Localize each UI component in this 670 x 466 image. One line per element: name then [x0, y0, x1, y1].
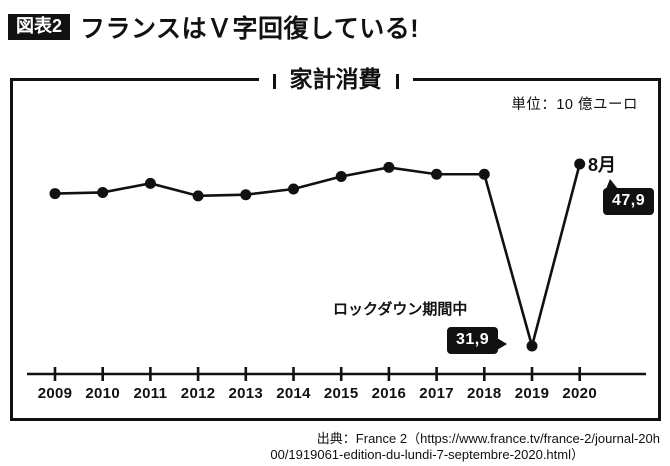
lockdown-annotation-label: ロックダウン期間中: [333, 301, 468, 318]
line-chart: [27, 158, 646, 381]
x-tick-label: 2017: [419, 385, 454, 402]
data-point: [335, 171, 347, 183]
x-tick-label: 2012: [180, 385, 216, 402]
x-tick-label: 2020: [562, 385, 597, 402]
data-point: [383, 161, 395, 173]
chart-frame: 家計消費 単位：10 億ユーロ ロックダウン期間中 31,9 8月 47,9 2…: [10, 64, 661, 421]
august-value: 47,9: [612, 192, 646, 209]
title-left-cap: [272, 74, 276, 89]
figure-tag: 図表2: [8, 13, 71, 41]
data-point: [49, 188, 61, 200]
consumption-line: [54, 163, 581, 351]
chart-title-group: 家計消費: [258, 64, 413, 94]
source-citation: 出典：France 2（https://www.france.tv/france…: [0, 431, 670, 463]
unit-label: 単位：10 億ユーロ: [511, 97, 638, 113]
x-tick-label: 2014: [276, 385, 311, 402]
august-annotation-label: 8月: [588, 155, 617, 175]
lockdown-value-callout: 31,9: [447, 327, 508, 354]
data-point: [526, 340, 538, 352]
x-tick-label: 2018: [467, 385, 502, 402]
data-point: [192, 190, 204, 202]
data-point: [144, 177, 156, 189]
x-tick-label: 2010: [85, 385, 120, 402]
source-line-2: 00/1919061-edition-du-lundi-7-septembre-…: [270, 447, 584, 462]
x-tick-label: 2013: [228, 385, 264, 402]
x-tick-label: 2011: [133, 385, 168, 402]
figure-header: 図表2 フランスはＶ字回復している!: [0, 0, 670, 45]
chart-title: 家計消費: [289, 66, 382, 92]
data-point: [97, 186, 109, 198]
x-tick-label: 2009: [37, 385, 73, 402]
data-point: [288, 183, 299, 195]
x-tick-label: 2015: [323, 385, 359, 402]
figure-title: フランスはＶ字回復している!: [80, 15, 420, 43]
data-point: [574, 158, 586, 170]
x-tick-label: 2016: [371, 385, 407, 402]
data-point: [240, 189, 252, 201]
lockdown-value: 31,9: [456, 331, 490, 348]
title-right-cap: [395, 74, 399, 89]
source-line-1: 出典：France 2（https://www.france.tv/france…: [316, 431, 660, 446]
x-tick-label: 2019: [514, 385, 550, 402]
data-point: [431, 168, 443, 180]
data-point: [478, 168, 490, 180]
august-value-callout: 47,9: [603, 179, 655, 215]
